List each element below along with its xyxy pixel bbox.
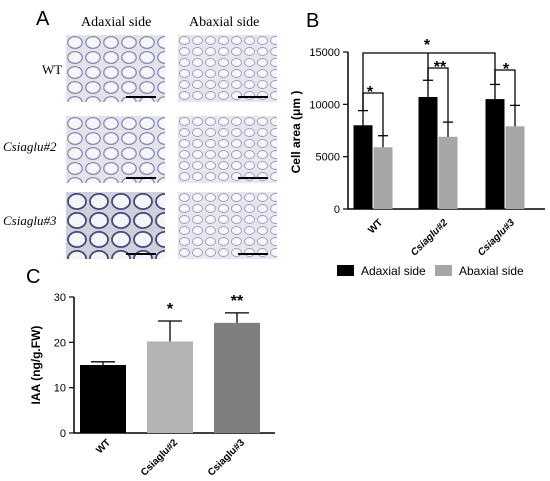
panel-b-letter: B bbox=[306, 10, 320, 32]
c-bar bbox=[147, 341, 193, 433]
c-y-tick-label: 10 bbox=[54, 383, 66, 395]
panel-a-letter: A bbox=[36, 8, 50, 30]
c-y-tick-label: 20 bbox=[54, 337, 66, 349]
c-x-tick-label: Csiaglu#2 bbox=[139, 437, 180, 478]
b-significance-star: * bbox=[424, 37, 431, 54]
b-x-tick-label: Csiaglu#3 bbox=[476, 217, 517, 258]
b-significance-bracket bbox=[362, 52, 496, 111]
row-label-csiaglu3: Csiaglu#3 bbox=[3, 213, 57, 228]
micrograph-csiaglu2-adaxial bbox=[66, 116, 165, 183]
micrograph-csiaglu3-adaxial bbox=[66, 192, 165, 259]
b-bar bbox=[438, 136, 458, 209]
b-bar bbox=[418, 97, 438, 209]
b-x-tick-label: WT bbox=[366, 217, 385, 236]
b-bar bbox=[353, 125, 373, 209]
b-significance-star: * bbox=[367, 84, 374, 101]
micrograph-wt-adaxial bbox=[66, 35, 165, 102]
micrograph-csiaglu2-abaxial bbox=[178, 116, 277, 183]
row-label-csiaglu2: Csiaglu#2 bbox=[3, 139, 57, 154]
c-significance-star: ** bbox=[231, 293, 244, 310]
b-y-axis-label: Cell area (μm ) bbox=[289, 91, 303, 174]
b-x-tick-label: Csiaglu#2 bbox=[409, 217, 450, 258]
column-title-adaxial: Adaxial side bbox=[81, 15, 152, 30]
c-y-axis-label: IAA (ng/g.FW) bbox=[29, 326, 43, 405]
b-y-tick-label: 15000 bbox=[309, 47, 340, 59]
c-y-tick-label: 30 bbox=[54, 292, 66, 304]
row-label-wt: WT bbox=[42, 62, 63, 77]
b-bar bbox=[505, 126, 525, 209]
b-significance-bracket bbox=[362, 92, 384, 136]
c-x-tick-label: WT bbox=[94, 437, 113, 456]
b-legend-swatch-abaxial bbox=[435, 265, 452, 276]
b-legend-label-adaxial: Adaxial side bbox=[361, 264, 426, 278]
panel-c-letter: C bbox=[26, 266, 41, 288]
c-y-tick-label: 0 bbox=[60, 428, 66, 440]
micrograph-csiaglu3-abaxial bbox=[178, 192, 277, 259]
b-y-tick-label: 0 bbox=[334, 204, 340, 216]
b-significance-star: * bbox=[503, 61, 510, 78]
b-bar bbox=[373, 147, 393, 209]
b-y-tick-label: 10000 bbox=[309, 99, 340, 111]
b-bar bbox=[485, 99, 505, 209]
c-x-tick-label: Csiaglu#3 bbox=[206, 437, 247, 478]
b-y-tick-label: 5000 bbox=[316, 152, 340, 164]
c-bar bbox=[214, 322, 260, 433]
b-legend-swatch-adaxial bbox=[337, 265, 354, 276]
c-significance-star: * bbox=[167, 301, 174, 318]
micrograph-wt-abaxial bbox=[178, 35, 277, 102]
b-significance-star: ** bbox=[434, 59, 447, 76]
b-legend-label-abaxial: Abaxial side bbox=[459, 264, 524, 278]
column-title-abaxial: Abaxial side bbox=[189, 15, 260, 30]
c-bar bbox=[80, 365, 126, 433]
b-significance-bracket bbox=[427, 67, 449, 123]
b-significance-bracket bbox=[494, 69, 516, 106]
